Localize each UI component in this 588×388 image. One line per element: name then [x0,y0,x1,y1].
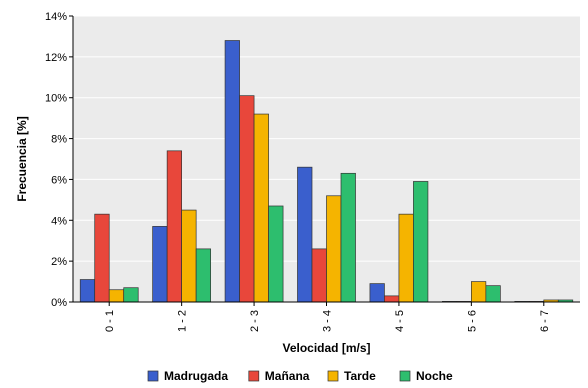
x-tick-label: 3 - 4 [322,310,334,332]
y-tick-label: 14% [45,11,67,23]
y-tick-label: 0% [51,297,67,309]
legend-label: Madrugada [164,369,228,383]
legend-label: Mañana [265,369,310,383]
legend-label: Tarde [344,369,376,383]
bar-ma-ana [94,213,110,303]
x-axis-title: Velocidad [m/s] [282,341,370,355]
y-tick-label: 10% [45,93,67,105]
y-tick-label: 4% [51,215,67,227]
legend: Madrugada Mañana Tarde Noche [147,369,453,383]
bar-noche [485,285,501,303]
bar-tarde [398,213,414,303]
legend-swatch [399,370,411,382]
bar-noche [268,205,284,303]
y-axis-ticks: 0% 2% 4% 6% 8% 10% 12% 14% [45,11,73,309]
legend-label: Noche [416,369,453,383]
x-tick-label: 2 - 3 [249,310,261,332]
legend-swatch [248,370,260,382]
bar-noche [123,287,139,303]
x-axis-ticks: 0 - 1 1 - 2 2 - 3 3 - 4 4 - 5 5 - 6 6 - 7 [104,302,551,332]
bar-ma-ana [311,248,327,303]
y-axis-title: Frecuencia [%] [15,116,29,201]
x-tick-label: 0 - 1 [104,310,116,332]
bar-noche [195,248,211,303]
bar-tarde [471,281,487,303]
bar-madrugada [369,283,385,303]
legend-swatch [147,370,159,382]
bar-ma-ana [166,150,182,303]
bar-tarde [108,289,125,303]
bar-madrugada [297,166,313,303]
x-tick-label: 5 - 6 [466,310,478,332]
bar-tarde [181,209,197,303]
bar-tarde [326,195,342,303]
bar-madrugada [79,279,96,303]
y-tick-label: 6% [51,174,67,186]
bars [79,40,574,303]
bar-madrugada [224,40,240,303]
bar-madrugada [152,226,168,303]
bar-noche [413,181,429,303]
legend-swatch [327,370,339,382]
x-tick-label: 6 - 7 [539,310,551,332]
bar-ma-ana [384,295,400,303]
bar-noche [340,172,356,303]
bar-tarde [253,113,269,303]
y-tick-label: 12% [45,52,67,64]
y-tick-label: 2% [51,256,67,268]
bar-ma-ana [239,95,255,303]
x-tick-label: 4 - 5 [394,310,406,332]
x-tick-label: 1 - 2 [177,310,189,332]
y-tick-label: 8% [51,134,67,146]
